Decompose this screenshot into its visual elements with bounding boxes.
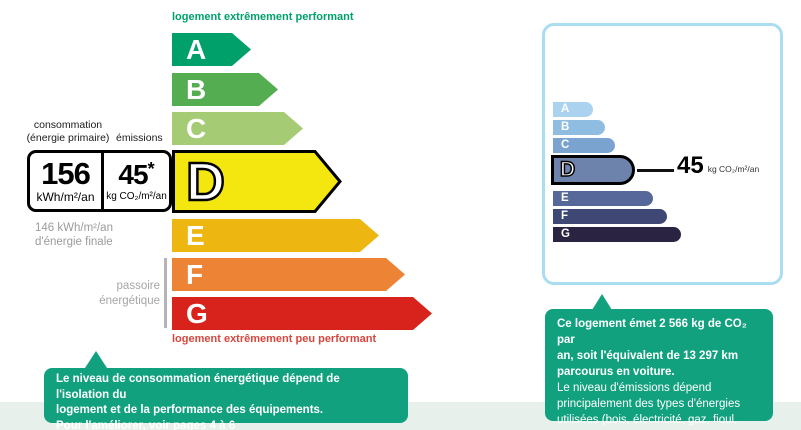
co2-value-unit: kg CO₂/m²/an xyxy=(707,164,760,174)
co2-class-letter: B xyxy=(561,121,570,133)
energy-class-letter: E xyxy=(186,220,205,251)
co2-value-pointer-line xyxy=(637,169,674,172)
final-energy-line1: 146 kWh/m²/an xyxy=(35,222,113,234)
co2-value-callout: 45 kg CO₂/m²/an xyxy=(677,153,759,179)
consumption-value-cell: 156 kWh/m²/an xyxy=(30,153,104,209)
co2-class-letter: C xyxy=(561,139,570,151)
energy-scale-top-label: logement extrêmement performant xyxy=(172,11,354,23)
sieve-line2: énergétique xyxy=(99,295,160,307)
energy-class-letter: C xyxy=(186,113,207,144)
energy-class-arrow-g: G xyxy=(172,297,432,330)
energy-note-line3: Pour l'améliorer, voir pages 4 à 6 xyxy=(56,419,236,430)
energy-class-arrow-a: A xyxy=(172,33,251,66)
co2-value: 45 xyxy=(677,152,704,179)
energy-note-line1: Le niveau de consommation énergétique dé… xyxy=(56,373,340,401)
energy-note-bubble: Le niveau de consommation énergétique dé… xyxy=(44,368,408,430)
energy-class-letter: B xyxy=(186,74,207,105)
consumption-label-line1: consommation xyxy=(33,119,103,131)
energy-class-letter: A xyxy=(186,34,207,65)
co2-class-letter: G xyxy=(561,228,570,240)
emissions-value-cell: 45* kg CO₂/m²/an xyxy=(104,153,169,209)
emissions-asterisk: * xyxy=(147,159,155,179)
co2-class-letter: F xyxy=(561,210,569,222)
co2-note-line4: Le niveau d'émissions dépend xyxy=(557,382,712,394)
co2-note-line5: principalement des types d'énergies xyxy=(557,398,741,410)
emissions-value-row: 45* xyxy=(118,159,155,190)
co2-class-bar-c: C xyxy=(553,138,615,153)
co2-note-bubble: Ce logement émet 2 566 kg de CO₂ par an,… xyxy=(545,309,773,426)
co2-class-bar-b: B xyxy=(553,120,605,135)
co2-note-line3: parcourus en voiture. xyxy=(557,366,675,378)
energy-class-arrow-e: E xyxy=(172,219,379,252)
emissions-label: émissions xyxy=(116,132,163,144)
emissions-unit: kg CO₂/m²/an xyxy=(106,191,167,202)
sieve-bracket-bar xyxy=(164,258,167,328)
consumption-value: 156 xyxy=(41,155,91,191)
consumption-label-line2: (énergie primaire) xyxy=(26,131,110,144)
co2-class-bar-f: F xyxy=(553,209,667,224)
co2-note-line6: utilisées (bois, électricité, gaz, fioul… xyxy=(557,414,738,426)
consumption-label: consommation (énergie primaire) xyxy=(24,119,112,144)
emissions-value: 45 xyxy=(118,159,148,190)
energy-sieve-label: passoire énergétique xyxy=(75,279,160,309)
energy-class-arrow-f: F xyxy=(172,258,405,291)
energy-class-arrow-b: B xyxy=(172,73,278,106)
energy-scale-bottom-label: logement extrêmement peu performant xyxy=(172,333,377,345)
energy-note-line2: logement et de la performance des équipe… xyxy=(56,404,324,416)
co2-current-class-bar-d: D xyxy=(551,155,635,185)
final-energy-note: 146 kWh/m²/an d'énergie finale xyxy=(35,221,113,249)
co2-class-bar-e: E xyxy=(553,191,653,206)
sieve-line1: passoire xyxy=(116,280,160,292)
energy-note-pointer xyxy=(85,351,107,368)
co2-note-line1: Ce logement émet 2 566 kg de CO₂ par xyxy=(557,318,747,346)
current-values-box: 156 kWh/m²/an 45* kg CO₂/m²/an xyxy=(27,150,172,212)
energy-current-class-letter: D xyxy=(185,151,227,214)
co2-class-bar-g: G xyxy=(553,227,681,242)
energy-class-arrow-c: C xyxy=(172,112,303,145)
co2-class-bar-a: A xyxy=(553,102,593,117)
energy-class-arrow-d xyxy=(172,150,342,213)
energy-class-letter: G xyxy=(186,298,208,329)
energy-class-letter: F xyxy=(186,259,204,290)
co2-class-letter: A xyxy=(561,103,570,115)
co2-note-line2: an, soit l'équivalent de 13 297 km xyxy=(557,350,739,362)
co2-current-class-letter: D xyxy=(559,157,576,182)
co2-class-letter: E xyxy=(561,192,569,204)
final-energy-line2: d'énergie finale xyxy=(35,236,113,248)
consumption-unit: kWh/m²/an xyxy=(36,189,95,204)
co2-note-pointer xyxy=(592,294,612,310)
